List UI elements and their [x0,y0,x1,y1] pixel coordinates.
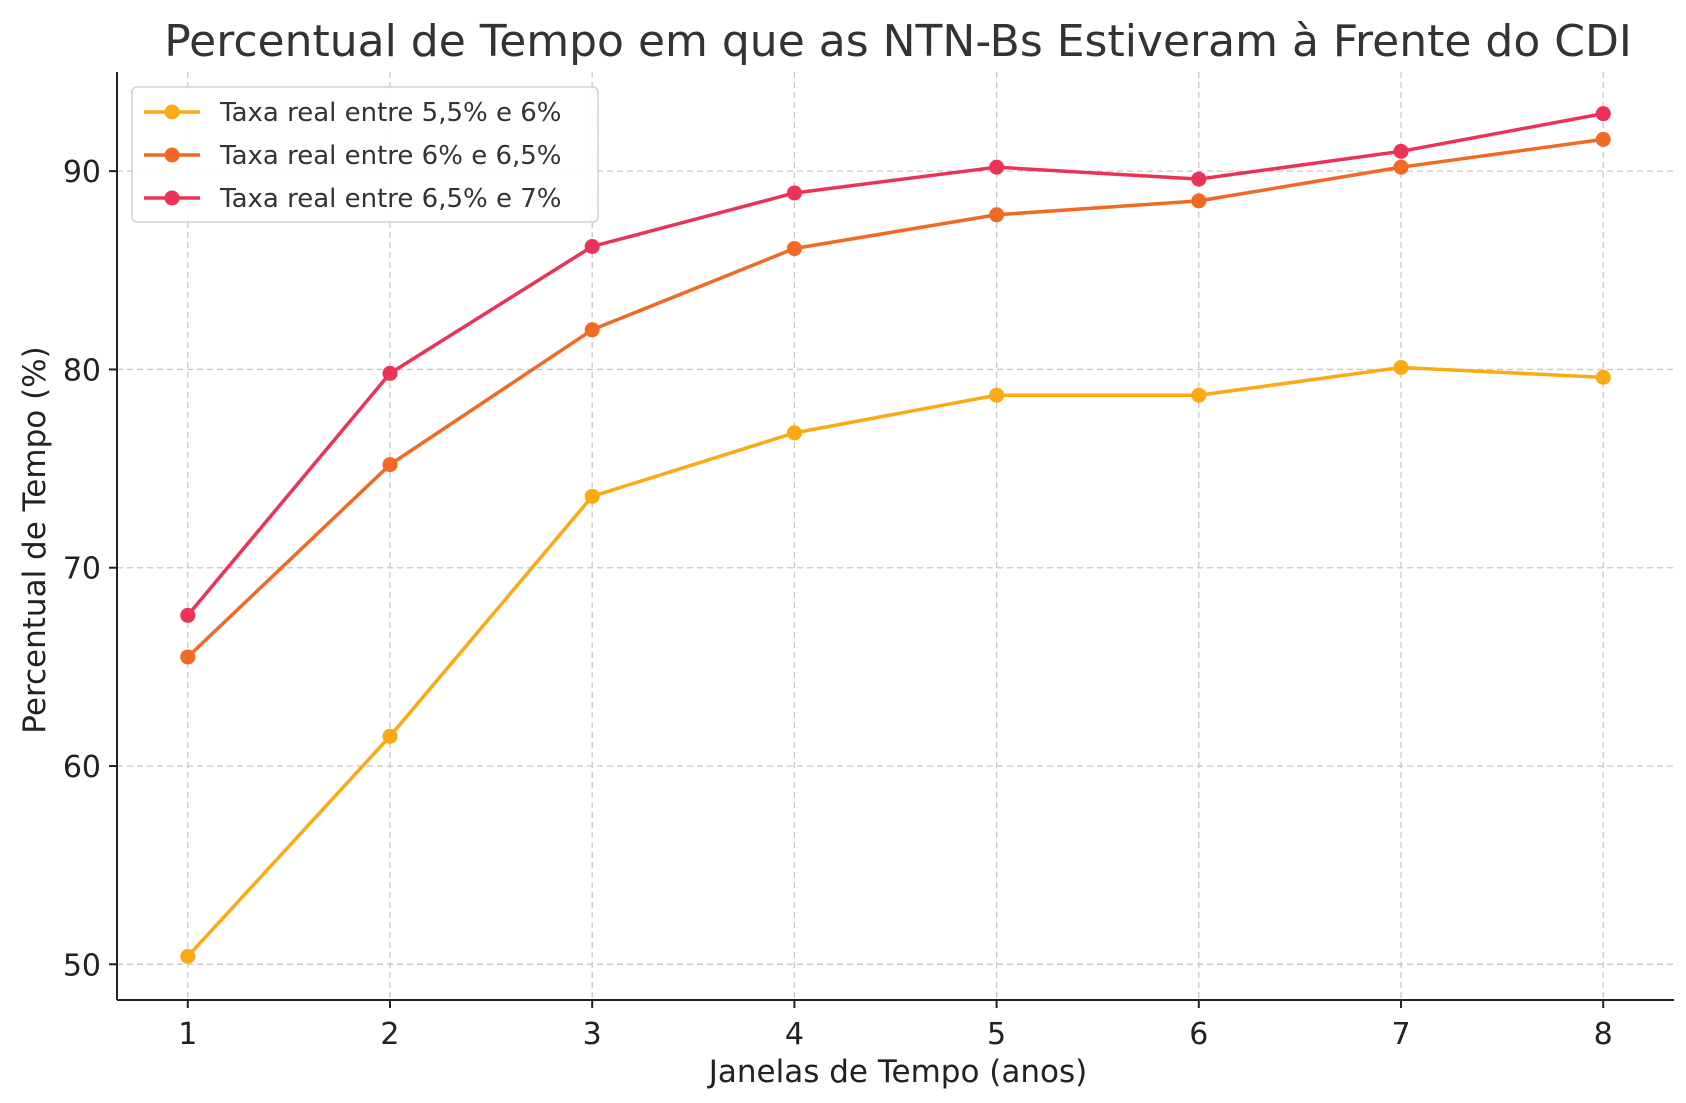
y-tick-label: 70 [63,552,101,587]
legend: Taxa real entre 5,5% e 6% Taxa real entre… [131,86,599,223]
data-point [989,159,1005,175]
data-point [1393,359,1409,375]
y-axis-label: Percentual de Tempo (%) [17,346,53,733]
legend-item: Taxa real entre 5,5% e 6% [144,98,562,128]
series-2 [180,131,1611,665]
x-tick-label: 6 [1189,1017,1208,1052]
y-tick-label: 60 [63,750,101,785]
data-point [584,488,600,504]
data-point [1393,159,1409,175]
x-tick-label: 4 [785,1017,804,1052]
data-point [786,425,802,441]
data-point [1191,171,1207,187]
data-series [180,106,1611,964]
data-point [786,185,802,201]
data-point [1393,143,1409,159]
data-point [584,238,600,254]
data-point [180,649,196,665]
x-tick-label: 1 [178,1017,197,1052]
data-point [382,457,398,473]
grid-lines [117,72,1674,1000]
y-tick-label: 80 [63,353,101,388]
x-tick-label: 3 [583,1017,602,1052]
data-point [1595,106,1611,122]
legend-marker [164,104,180,120]
legend-marker [164,147,180,163]
x-tick-label: 7 [1391,1017,1410,1052]
series-line [186,111,1605,618]
legend-label: Taxa real entre 6,5% e 7% [219,184,562,214]
legend-item: Taxa real entre 6% e 6,5% [144,141,562,171]
legend-box [131,86,599,223]
series-line [186,365,1605,959]
data-point [180,948,196,964]
series-3 [180,106,1611,623]
legend-item: Taxa real entre 6,5% e 7% [144,184,562,214]
data-point [180,607,196,623]
data-point [1595,369,1611,385]
series-1 [180,359,1611,964]
legend-label: Taxa real entre 6% e 6,5% [219,141,562,171]
tick-labels: 1 2 3 4 5 6 7 8 50 60 70 80 90 [63,155,1613,1052]
x-axis-label: Janelas de Tempo (anos) [707,1054,1087,1090]
legend-marker [164,190,180,206]
axes [109,72,1674,1008]
x-tick-label: 8 [1594,1017,1613,1052]
data-point [1191,193,1207,209]
data-point [1191,387,1207,403]
series-line [186,137,1605,659]
x-tick-label: 2 [380,1017,399,1052]
x-tick-label: 5 [987,1017,1006,1052]
y-tick-label: 90 [63,155,101,190]
data-point [1595,131,1611,147]
legend-label: Taxa real entre 5,5% e 6% [219,98,562,128]
data-point [382,728,398,744]
data-point [989,207,1005,223]
y-tick-label: 50 [63,948,101,983]
chart-title: Percentual de Tempo em que as NTN-Bs Est… [164,16,1632,67]
data-point [786,240,802,256]
data-point [382,365,398,381]
data-point [989,387,1005,403]
data-point [584,322,600,338]
